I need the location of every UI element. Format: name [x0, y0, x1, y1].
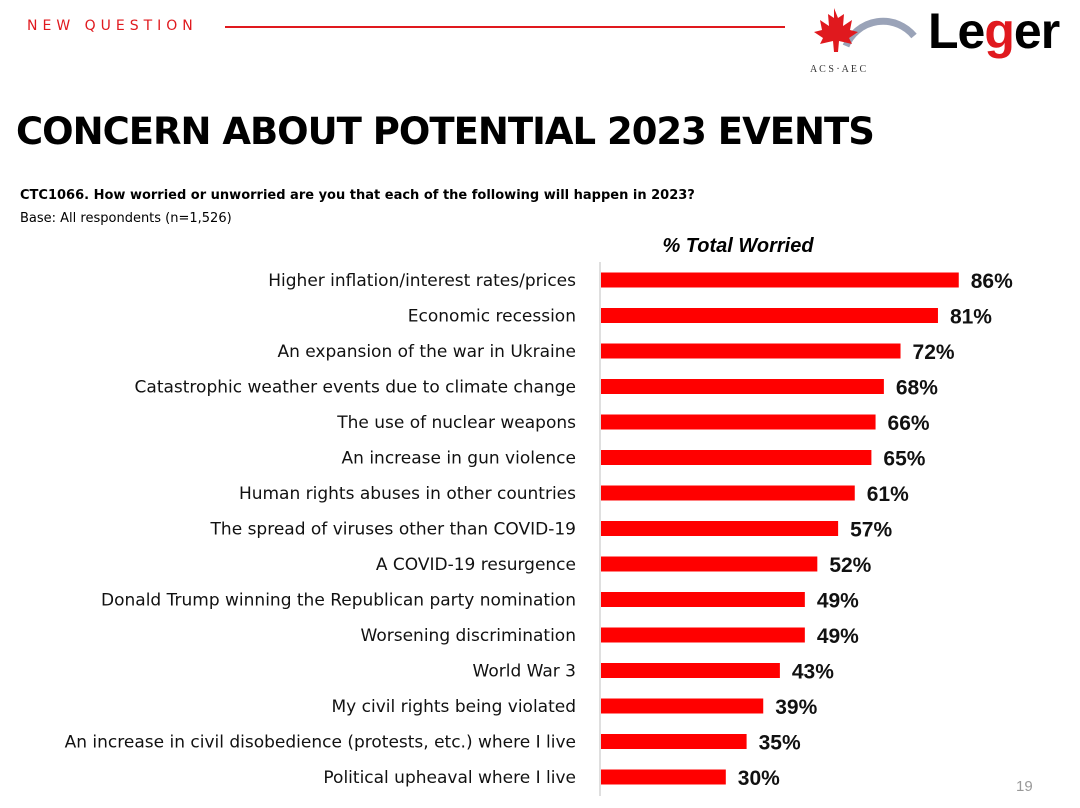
bar: [601, 627, 805, 643]
data-label: 30%: [738, 767, 780, 790]
data-label: 49%: [817, 625, 859, 648]
category-label: The spread of viruses other than COVID-1…: [210, 520, 576, 540]
bar: [601, 592, 805, 607]
logo-arc: [842, 17, 917, 48]
data-label: 35%: [759, 732, 801, 755]
bar: [601, 485, 855, 501]
bar: [601, 698, 764, 714]
chart-rows: Higher inflation/interest rates/prices 86…: [65, 270, 1014, 790]
survey-base: Base: All respondents (n=1,526): [20, 211, 232, 226]
data-label: 52%: [829, 554, 871, 577]
bar: [601, 556, 818, 572]
category-label: World War 3: [473, 662, 576, 682]
bar: [601, 521, 839, 536]
data-label: 86%: [971, 270, 1013, 293]
category-label: Donald Trump winning the Republican part…: [101, 591, 576, 611]
category-label: Human rights abuses in other countries: [239, 484, 576, 504]
data-label: 66%: [888, 412, 930, 435]
bar: [601, 272, 959, 288]
category-label: An increase in civil disobedience (prote…: [65, 733, 576, 753]
data-label: 65%: [883, 448, 925, 471]
category-label: The use of nuclear weapons: [336, 413, 576, 433]
bar: [601, 450, 872, 465]
maple-leaf-icon: [814, 8, 858, 52]
category-label: My civil rights being violated: [332, 697, 577, 717]
data-label: 49%: [817, 590, 859, 613]
page-number: 19: [1016, 778, 1033, 795]
category-label: Higher inflation/interest rates/prices: [268, 271, 576, 291]
category-label: Catastrophic weather events due to clima…: [135, 378, 576, 398]
bar: [601, 343, 901, 359]
data-label: 61%: [867, 483, 909, 506]
bar: [601, 663, 780, 678]
leger-logo: Leger: [928, 3, 1060, 59]
category-label: An increase in gun violence: [342, 449, 576, 469]
category-label: Political upheaval where I live: [323, 768, 576, 788]
kicker-divider: [225, 26, 785, 28]
data-label: 68%: [896, 377, 938, 400]
data-label: 39%: [775, 696, 817, 719]
data-label: 57%: [850, 519, 892, 542]
data-label: 72%: [913, 341, 955, 364]
category-label: An expansion of the war in Ukraine: [277, 342, 576, 362]
data-label: 43%: [792, 661, 834, 684]
chart-title: % Total Worried: [662, 235, 814, 257]
category-label: Worsening discrimination: [361, 626, 576, 646]
partner-logo-text: A C S · A E C: [810, 64, 866, 75]
acs-aec-logo: A C S · A E C: [810, 8, 917, 75]
bar: [601, 379, 884, 394]
bar: [601, 308, 938, 323]
category-label: A COVID-19 resurgence: [376, 555, 576, 575]
bar: [601, 734, 747, 749]
category-label: Economic recession: [408, 307, 576, 327]
bar: [601, 769, 726, 785]
section-kicker: NEW QUESTION: [27, 18, 198, 34]
bar: [601, 414, 876, 430]
page-title: CONCERN ABOUT POTENTIAL 2023 EVENTS: [16, 110, 875, 153]
survey-question: CTC1066. How worried or unworried are yo…: [20, 188, 695, 203]
data-label: 81%: [950, 306, 992, 329]
